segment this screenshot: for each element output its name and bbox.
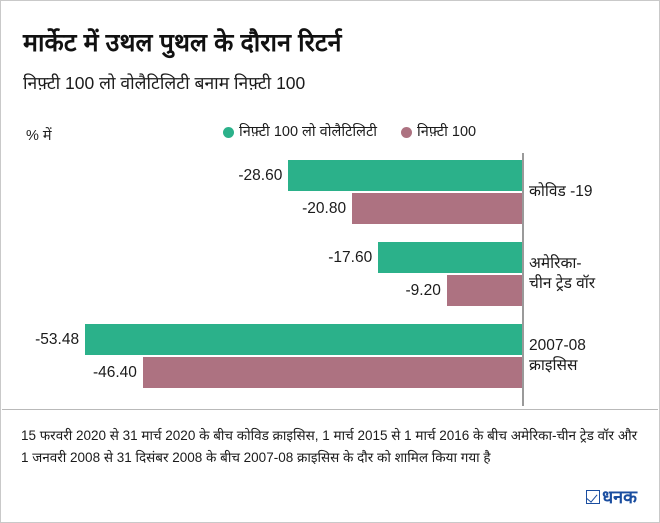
category-label-line: चीन ट्रेड वॉर xyxy=(529,275,596,292)
legend-item-series-1: निफ़्टी 100 लो वोलैटिलिटी xyxy=(223,125,377,140)
footnote-separator xyxy=(2,409,658,410)
bar-1-series-1 xyxy=(288,160,522,191)
axis-unit-label: % में xyxy=(26,128,52,144)
zero-axis-line xyxy=(522,153,524,406)
bar-2-series-2 xyxy=(446,275,522,306)
bar-value-label: -20.80 xyxy=(302,200,347,217)
legend-label: निफ़्टी 100 लो वोलैटिलिटी xyxy=(239,124,378,140)
bar-value-label: -53.48 xyxy=(35,331,80,348)
bar-3-series-2 xyxy=(142,357,522,388)
bar-value-label: -9.20 xyxy=(405,282,441,299)
brand-logo: धनक xyxy=(586,488,637,506)
chart-title: मार्केट में उथल पुथल के दौरान रिटर्न xyxy=(23,29,342,57)
category-label-line: क्राइसिस xyxy=(529,357,578,374)
legend-dot-icon xyxy=(401,126,413,138)
chart-footnote: 15 फरवरी 2020 से 31 मार्च 2020 के बीच को… xyxy=(21,428,638,465)
bar-1-series-2 xyxy=(352,193,522,224)
chart-subtitle: निफ़्टी 100 लो वोलैटिलिटी बनाम निफ़्टी 1… xyxy=(23,73,306,93)
checkbox-check-icon xyxy=(586,490,601,504)
category-label-3: 2007-08 क्राइसिस xyxy=(529,336,586,376)
category-label-2: अमेरिका- चीन ट्रेड वॉर xyxy=(529,254,595,294)
legend-dot-icon xyxy=(223,126,234,138)
bar-3-series-1 xyxy=(85,324,522,355)
plot-area: -28.60 -20.80 कोविड -19 -17.60 -9.20 अमेरिका-… xyxy=(1,153,659,406)
bar-2-series-1 xyxy=(378,242,522,273)
category-label-line: 2007-08 xyxy=(529,337,586,354)
category-label-line: अमेरिका- xyxy=(529,255,582,272)
bar-value-label: -28.60 xyxy=(238,167,283,184)
chart-legend: निफ़्टी 100 लो वोलैटिलिटी निफ़्टी 100 xyxy=(223,125,476,140)
category-label-1: कोविड -19 xyxy=(529,182,593,202)
legend-label: निफ़्टी 100 xyxy=(417,124,477,140)
category-label-line: कोविड -19 xyxy=(529,183,593,200)
bar-value-label: -17.60 xyxy=(328,249,373,266)
bar-value-label: -46.40 xyxy=(92,364,137,381)
legend-item-series-2: निफ़्टी 100 xyxy=(401,125,476,140)
brand-logo-text: धनक xyxy=(602,487,637,507)
